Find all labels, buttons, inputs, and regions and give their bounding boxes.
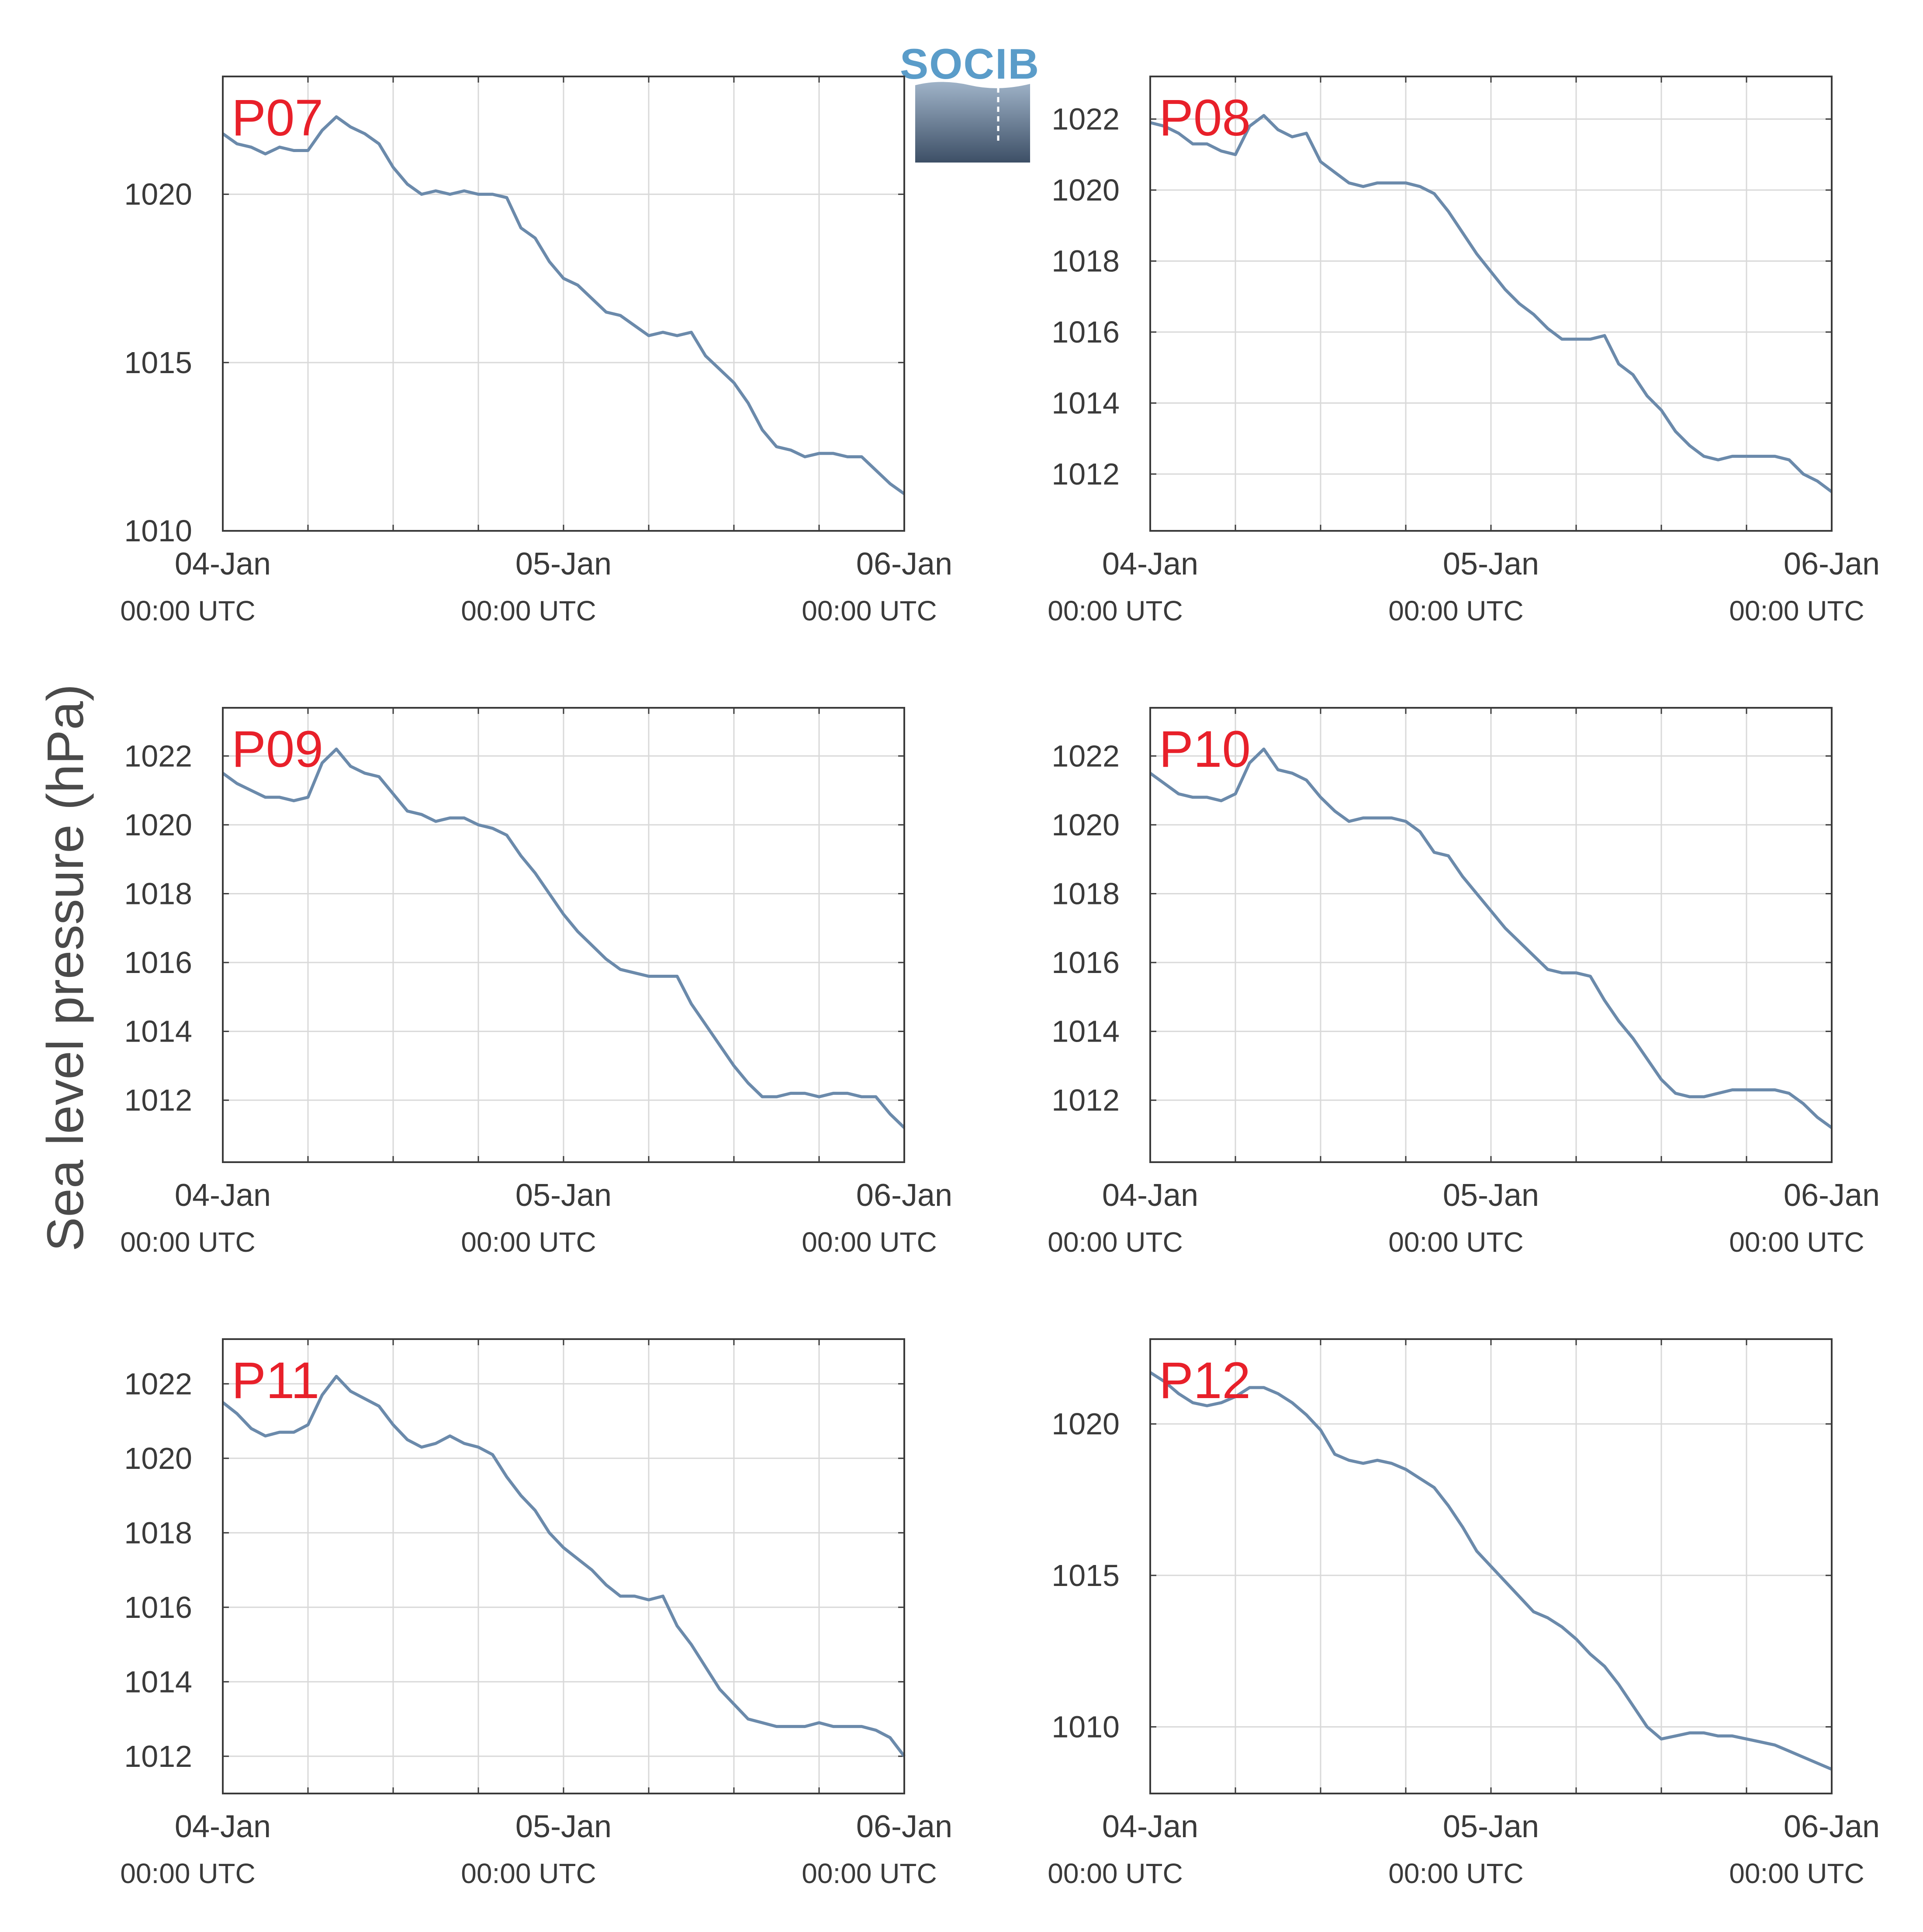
x-tick-date-label: 04-Jan: [175, 547, 271, 582]
y-tick-label: 1022: [1051, 102, 1120, 136]
y-tick-label: 1012: [124, 1083, 192, 1117]
panel-label: P07: [232, 89, 323, 147]
y-tick-label: 1010: [1051, 1710, 1120, 1744]
x-tick-date-label: 04-Jan: [1102, 1809, 1198, 1844]
panel-label: P09: [232, 720, 323, 778]
y-tick-label: 1016: [1051, 315, 1120, 349]
y-axis-label: Sea level pressure (hPa): [37, 684, 94, 1252]
x-tick-time-label: 00:00 UTC: [1388, 1226, 1523, 1258]
y-tick-label: 1022: [1051, 739, 1120, 773]
y-tick-label: 1014: [124, 1665, 192, 1699]
y-tick-label: 1020: [1051, 808, 1120, 842]
y-tick-label: 1020: [1051, 1407, 1120, 1441]
chart-panel-p08: 1012 1014 1016 1018 1020 1022 04-Jan 00:00 UTC 0…: [1048, 76, 1880, 627]
x-tick-time-label: 00:00 UTC: [461, 1858, 596, 1889]
series-line: [1149, 1371, 1833, 1771]
panel-label: P12: [1159, 1352, 1251, 1409]
y-tick-label: 1012: [1051, 457, 1120, 491]
series-line: [1149, 748, 1833, 1129]
chart-panel-p10: 1012 1014 1016 1018 1020 1022 04-Jan 00:00 UTC 0…: [1048, 707, 1880, 1258]
chart-panel-p09: 1012 1014 1016 1018 1020 1022 04-Jan 00:00 UTC 0…: [120, 707, 952, 1258]
y-tick-label: 1022: [124, 1367, 192, 1401]
y-tick-label: 1020: [124, 177, 192, 211]
x-tick-time-label: 00:00 UTC: [802, 1858, 937, 1889]
x-tick-time-label: 00:00 UTC: [1729, 595, 1864, 627]
logo-wave: [915, 82, 1030, 163]
x-tick-date-label: 06-Jan: [1784, 547, 1880, 582]
chart-panel-p12: 1010 1015 1020 04-Jan 00:00 UTC 05-Jan 00:00 U…: [1048, 1338, 1880, 1889]
axes-frame: [222, 76, 905, 532]
x-tick-time-label: 00:00 UTC: [802, 595, 937, 627]
x-tick-time-label: 00:00 UTC: [1388, 595, 1523, 627]
series-line: [1150, 114, 1833, 493]
x-tick-time-label: 00:00 UTC: [1048, 1226, 1183, 1258]
x-tick-time-label: 00:00 UTC: [802, 1226, 937, 1258]
series-line: [221, 1375, 906, 1757]
panels: 1010 1015 1020 04-Jan 00:00 UTC 05-Jan 00:00 U…: [120, 76, 1880, 1889]
x-tick-date-label: 04-Jan: [1102, 547, 1198, 582]
logo-text: SOCIB: [900, 40, 1040, 88]
y-tick-label: 1016: [1051, 945, 1120, 980]
axes-frame: [222, 707, 905, 1163]
y-tick-label: 1014: [1051, 386, 1120, 420]
y-tick-label: 1018: [1051, 876, 1120, 911]
y-tick-label: 1020: [1051, 173, 1120, 207]
x-tick-time-label: 00:00 UTC: [461, 595, 596, 627]
panel-label: P08: [1159, 89, 1251, 147]
x-tick-date-label: 05-Jan: [1443, 1178, 1539, 1213]
x-tick-date-label: 04-Jan: [1102, 1178, 1198, 1213]
x-tick-date-label: 05-Jan: [1443, 1809, 1539, 1844]
x-tick-time-label: 00:00 UTC: [120, 1858, 255, 1889]
y-tick-label: 1020: [124, 808, 192, 842]
y-tick-label: 1014: [1051, 1014, 1120, 1049]
x-tick-date-label: 06-Jan: [856, 547, 952, 582]
axes-frame: [1149, 76, 1833, 532]
x-tick-time-label: 00:00 UTC: [1048, 1858, 1183, 1889]
x-tick-date-label: 05-Jan: [515, 1178, 612, 1213]
axes-frame: [222, 1338, 905, 1794]
x-tick-date-label: 05-Jan: [515, 547, 612, 582]
series-line: [221, 115, 906, 495]
y-tick-label: 1020: [124, 1441, 192, 1475]
y-tick-label: 1016: [124, 1590, 192, 1624]
axes-frame: [1149, 707, 1833, 1163]
x-tick-time-label: 00:00 UTC: [120, 1226, 255, 1258]
x-tick-date-label: 04-Jan: [175, 1809, 271, 1844]
x-tick-date-label: 06-Jan: [856, 1809, 952, 1844]
y-tick-label: 1018: [1051, 244, 1120, 278]
x-tick-time-label: 00:00 UTC: [1048, 595, 1183, 627]
x-tick-time-label: 00:00 UTC: [1729, 1226, 1864, 1258]
y-tick-label: 1015: [1051, 1558, 1120, 1593]
x-tick-date-label: 04-Jan: [175, 1178, 271, 1213]
y-tick-label: 1018: [124, 1516, 192, 1550]
y-tick-label: 1014: [124, 1014, 192, 1049]
x-tick-date-label: 05-Jan: [515, 1809, 612, 1844]
series-line: [221, 748, 906, 1129]
x-tick-time-label: 00:00 UTC: [1729, 1858, 1864, 1889]
x-tick-time-label: 00:00 UTC: [120, 595, 255, 627]
x-tick-time-label: 00:00 UTC: [1388, 1858, 1523, 1889]
y-tick-label: 1016: [124, 945, 192, 980]
x-tick-date-label: 06-Jan: [1784, 1178, 1880, 1213]
y-tick-label: 1012: [124, 1739, 192, 1773]
chart-panel-p07: 1010 1015 1020 04-Jan 00:00 UTC 05-Jan 00:00 U…: [120, 76, 952, 627]
panel-label: P11: [232, 1352, 319, 1409]
x-tick-date-label: 05-Jan: [1443, 547, 1539, 582]
socib-logo: SOCIB: [900, 40, 1040, 163]
panel-label: P10: [1159, 720, 1251, 778]
x-tick-time-label: 00:00 UTC: [461, 1226, 596, 1258]
y-tick-label: 1012: [1051, 1083, 1120, 1117]
y-tick-label: 1022: [124, 739, 192, 773]
x-tick-date-label: 06-Jan: [1784, 1809, 1880, 1844]
y-tick-label: 1010: [124, 514, 192, 548]
x-tick-date-label: 06-Jan: [856, 1178, 952, 1213]
y-tick-label: 1015: [124, 346, 192, 380]
chart-panel-p11: 1012 1014 1016 1018 1020 1022 04-Jan 00:00 UTC 0…: [120, 1338, 952, 1889]
y-tick-label: 1018: [124, 876, 192, 911]
axes-frame: [1149, 1338, 1833, 1794]
